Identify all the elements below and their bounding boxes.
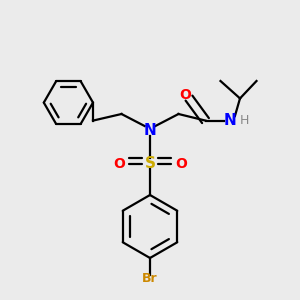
Text: N: N <box>224 113 237 128</box>
Text: O: O <box>179 88 191 101</box>
Text: Br: Br <box>142 272 158 286</box>
Text: S: S <box>145 156 155 171</box>
Text: O: O <box>113 157 125 170</box>
Text: N: N <box>144 123 156 138</box>
Text: H: H <box>240 114 250 127</box>
Text: O: O <box>175 157 187 170</box>
